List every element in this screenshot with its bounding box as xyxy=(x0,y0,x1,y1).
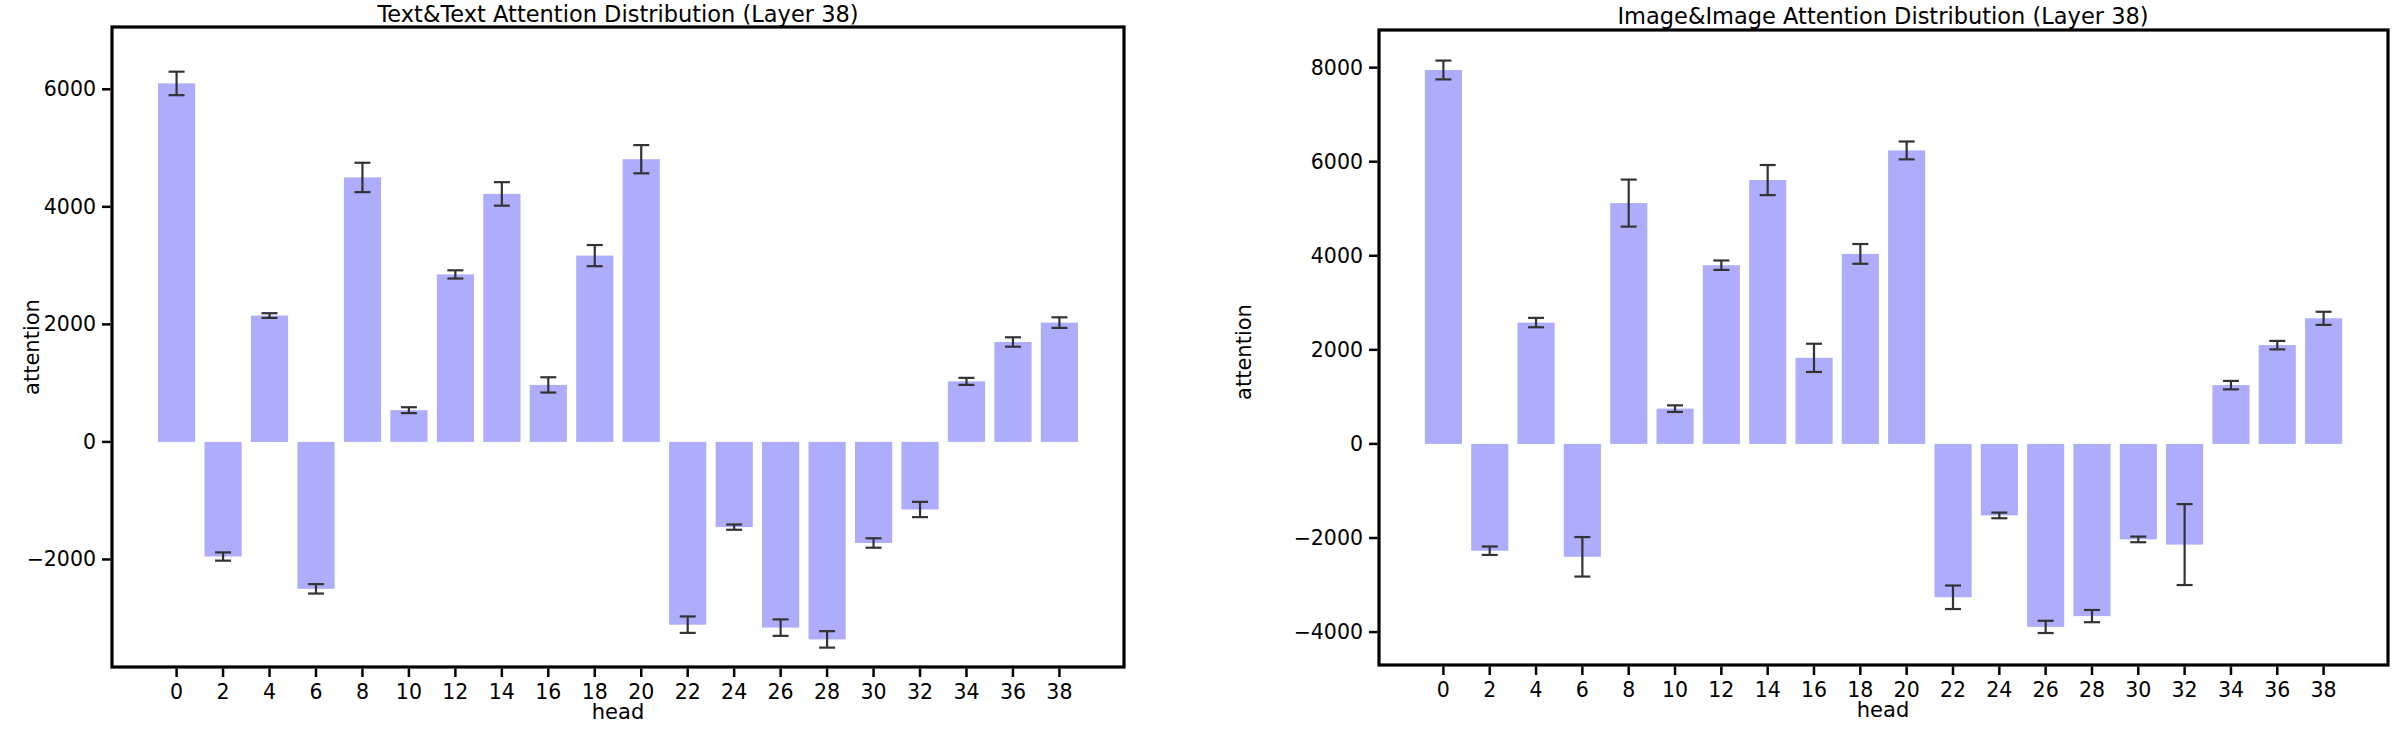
x-tick-label: 8 xyxy=(356,680,369,704)
x-tick-label: 12 xyxy=(442,680,468,704)
x-tick-label: 0 xyxy=(170,680,183,704)
x-tick-label: 14 xyxy=(1755,678,1781,702)
chart-title: Image&Image Attention Distribution (Laye… xyxy=(1483,3,2283,29)
x-tick-label: 24 xyxy=(1986,678,2012,702)
bar-head-20 xyxy=(1888,150,1925,444)
x-tick-label: 0 xyxy=(1437,678,1450,702)
image-image-chart-plot: 80006000400020000−2000−40000246810121416… xyxy=(1201,0,2402,734)
y-tick-label: 8000 xyxy=(1311,56,1363,80)
error-bar-head-30 xyxy=(2130,537,2146,543)
error-bar-head-10 xyxy=(401,407,417,413)
x-tick-label: 6 xyxy=(309,680,322,704)
image-image-chart-panel: 80006000400020000−2000−40000246810121416… xyxy=(1201,0,2402,734)
y-tick-label: 2000 xyxy=(1311,338,1363,362)
bar-head-22 xyxy=(669,442,706,625)
bar-head-26 xyxy=(762,442,799,628)
error-bar-head-24 xyxy=(1991,513,2007,519)
bar-head-30 xyxy=(855,442,892,543)
x-tick-label: 34 xyxy=(2218,678,2244,702)
bar-head-0 xyxy=(158,83,195,442)
bar-head-38 xyxy=(2305,318,2342,444)
bar-head-4 xyxy=(251,316,288,442)
error-bar-head-24 xyxy=(726,524,742,529)
x-tick-label: 30 xyxy=(861,680,887,704)
x-tick-label: 10 xyxy=(1662,678,1688,702)
y-tick-label: 4000 xyxy=(1311,244,1363,268)
x-tick-label: 10 xyxy=(396,680,422,704)
x-tick-label: 4 xyxy=(1530,678,1543,702)
bar-head-8 xyxy=(344,177,381,442)
x-tick-label: 26 xyxy=(768,680,794,704)
x-tick-label: 38 xyxy=(1046,680,1072,704)
x-tick-label: 2 xyxy=(1483,678,1496,702)
bar-head-36 xyxy=(994,342,1031,442)
text-text-chart-panel: 6000400020000−20000246810121416182022242… xyxy=(0,0,1201,734)
bar-head-8 xyxy=(1610,203,1647,444)
bar-head-10 xyxy=(390,410,427,442)
bar-head-6 xyxy=(297,442,334,589)
error-bar-head-4 xyxy=(262,313,278,318)
x-tick-label: 28 xyxy=(814,680,840,704)
bar-head-10 xyxy=(1657,409,1694,444)
bar-head-4 xyxy=(1518,323,1555,444)
y-axis-label: attention xyxy=(20,277,44,417)
bar-head-32 xyxy=(901,442,938,510)
bar-head-20 xyxy=(623,159,660,442)
y-tick-label: −2000 xyxy=(27,547,96,571)
bar-head-34 xyxy=(948,381,985,442)
bar-head-0 xyxy=(1425,70,1462,444)
bar-head-28 xyxy=(809,442,846,640)
y-tick-label: 2000 xyxy=(44,312,96,336)
y-tick-label: 0 xyxy=(1350,432,1363,456)
x-tick-label: 6 xyxy=(1576,678,1589,702)
x-tick-label: 12 xyxy=(1708,678,1734,702)
x-tick-label: 32 xyxy=(907,680,933,704)
bar-head-18 xyxy=(1842,254,1879,444)
y-tick-label: −2000 xyxy=(1294,526,1363,550)
text-text-chart-plot: 6000400020000−20000246810121416182022242… xyxy=(0,0,1201,734)
x-tick-label: 38 xyxy=(2311,678,2337,702)
x-axis-label: head xyxy=(1783,698,1983,722)
x-tick-label: 4 xyxy=(263,680,276,704)
y-tick-label: 6000 xyxy=(44,77,96,101)
y-tick-label: 0 xyxy=(83,430,96,454)
bar-head-2 xyxy=(205,442,242,557)
bar-head-14 xyxy=(483,194,520,442)
x-tick-label: 30 xyxy=(2125,678,2151,702)
x-axis-label: head xyxy=(518,700,718,724)
bar-head-36 xyxy=(2259,345,2296,444)
bar-head-24 xyxy=(716,442,753,527)
bar-head-38 xyxy=(1041,323,1078,442)
chart-title: Text&Text Attention Distribution (Layer … xyxy=(218,1,1018,27)
x-tick-label: 36 xyxy=(2264,678,2290,702)
bar-head-18 xyxy=(576,256,613,442)
y-tick-label: −4000 xyxy=(1294,620,1363,644)
error-bar-head-34 xyxy=(958,378,974,385)
x-tick-label: 28 xyxy=(2079,678,2105,702)
x-tick-label: 2 xyxy=(217,680,230,704)
bar-head-14 xyxy=(1749,180,1786,444)
bar-head-2 xyxy=(1471,444,1508,551)
y-tick-label: 6000 xyxy=(1311,150,1363,174)
x-tick-label: 8 xyxy=(1622,678,1635,702)
bar-head-30 xyxy=(2120,444,2157,540)
y-axis-label: attention xyxy=(1232,282,1256,422)
bar-head-12 xyxy=(1703,265,1740,444)
bar-head-28 xyxy=(2073,444,2110,616)
bar-head-24 xyxy=(1981,444,2018,516)
x-tick-label: 32 xyxy=(2172,678,2198,702)
x-tick-label: 26 xyxy=(2033,678,2059,702)
x-tick-label: 14 xyxy=(489,680,515,704)
bar-head-26 xyxy=(2027,444,2064,627)
x-tick-label: 24 xyxy=(721,680,747,704)
y-tick-label: 4000 xyxy=(44,195,96,219)
bar-head-22 xyxy=(1935,444,1972,597)
bar-head-12 xyxy=(437,274,474,442)
x-tick-label: 34 xyxy=(953,680,979,704)
bar-head-34 xyxy=(2212,385,2249,444)
x-tick-label: 36 xyxy=(1000,680,1026,704)
